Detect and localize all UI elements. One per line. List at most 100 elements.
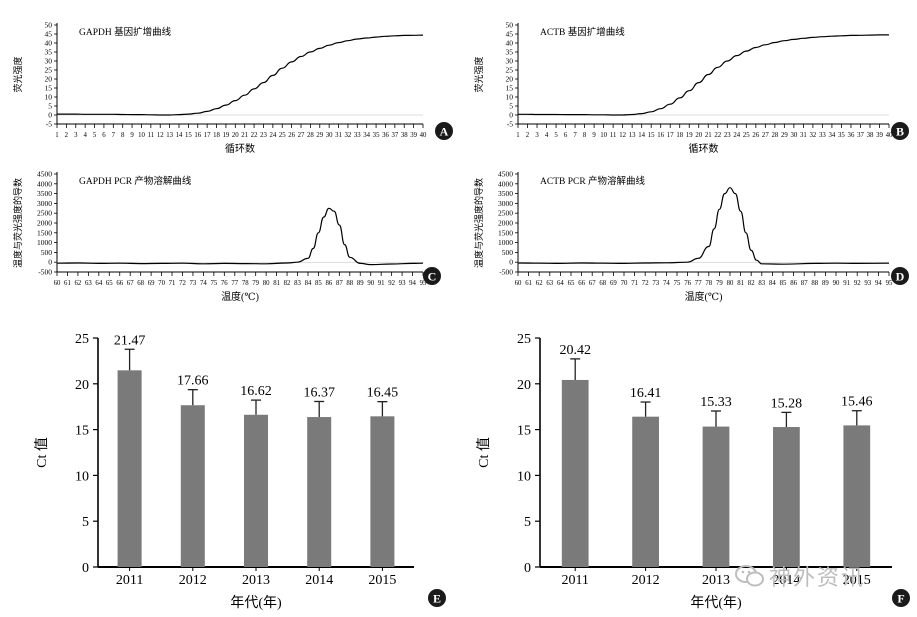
- x-tick-label: 14: [176, 132, 183, 139]
- y-tick-label: 10: [45, 93, 53, 102]
- series-line: [56, 207, 424, 266]
- x-tick-label: 76: [221, 280, 228, 287]
- series-line: [517, 187, 890, 265]
- x-tick-label: 66: [116, 280, 123, 287]
- x-tick-label: 75: [210, 280, 217, 287]
- y-tick-label: 0: [509, 111, 513, 120]
- x-tick-label: 70: [158, 280, 165, 287]
- x-tick-label: 94: [875, 280, 882, 287]
- x-tick-label: 8: [583, 132, 587, 139]
- panel-badge-F: F: [892, 589, 910, 607]
- x-tick-label: 60: [54, 280, 61, 287]
- y-tick-label: 20: [75, 378, 89, 393]
- x-tick-label: 13: [166, 132, 173, 139]
- y-tick-label: 3000: [498, 199, 513, 208]
- x-tick-label: 80: [263, 280, 270, 287]
- x-axis-label: 年代(年): [230, 595, 282, 611]
- x-tick-label: 36: [848, 132, 855, 139]
- chart-title: ACTB 基因扩增曲线: [540, 26, 625, 38]
- x-tick-label: 69: [610, 280, 617, 287]
- y-tick-label: 20: [517, 378, 531, 393]
- y-tick-label: 0: [509, 258, 513, 267]
- x-tick-label: 67: [127, 280, 134, 287]
- x-tick-label: 86: [790, 280, 797, 287]
- x-tick-label: 70: [621, 280, 628, 287]
- x-tick-label: 12: [619, 132, 626, 139]
- y-tick-label: 15: [517, 424, 531, 439]
- x-tick-label: 9: [130, 132, 134, 139]
- x-tick-label: 79: [252, 280, 259, 287]
- x-tick-label: 2015: [843, 573, 871, 588]
- x-tick-label: 75: [674, 280, 681, 287]
- bar: [117, 370, 142, 567]
- x-tick-label: 30: [326, 132, 333, 139]
- x-tick-label: 85: [315, 280, 322, 287]
- y-tick-label: 30: [45, 57, 53, 66]
- panel-badge-B: B: [891, 122, 909, 140]
- x-tick-label: 95: [420, 280, 427, 287]
- x-tick-label: 37: [857, 132, 864, 139]
- x-tick-label: 26: [752, 132, 759, 139]
- x-tick-label: 64: [557, 280, 564, 287]
- y-tick-label: 2500: [498, 209, 513, 218]
- x-tick-label: 72: [642, 280, 649, 287]
- y-tick-label: 5: [82, 515, 89, 530]
- bar: [307, 417, 332, 567]
- x-tick-label: 11: [610, 132, 617, 139]
- x-tick-label: 32: [809, 132, 816, 139]
- x-tick-label: 40: [420, 132, 427, 139]
- x-axis-label: 循环数: [689, 142, 719, 155]
- x-tick-label: 77: [695, 280, 702, 287]
- x-tick-label: 4: [83, 132, 87, 139]
- x-tick-label: 2: [65, 132, 69, 139]
- x-tick-label: 63: [85, 280, 92, 287]
- x-tick-label: 66: [578, 280, 585, 287]
- chart-E: 0 5 10 15 20 25 21.47 2011 17.66 2012 16.62 2013 16.…: [34, 332, 414, 611]
- y-tick-label: 25: [506, 66, 514, 75]
- x-tick-label: 9: [592, 132, 596, 139]
- x-tick-label: 35: [838, 132, 845, 139]
- chart-title: GAPDH 基因扩增曲线: [79, 26, 172, 38]
- x-tick-label: 2011: [561, 573, 588, 588]
- x-tick-label: 86: [325, 280, 332, 287]
- y-tick-label: 5: [509, 102, 513, 111]
- x-tick-label: 65: [568, 280, 575, 287]
- x-tick-label: 10: [138, 132, 145, 139]
- x-tick-label: 79: [716, 280, 723, 287]
- x-tick-label: 85: [780, 280, 787, 287]
- x-tick-label: 64: [95, 280, 102, 287]
- y-tick-label: 1000: [498, 238, 513, 247]
- x-tick-label: 22: [714, 132, 721, 139]
- x-tick-label: 78: [705, 280, 712, 287]
- x-tick-label: 17: [204, 132, 211, 139]
- y-tick-label: -5: [507, 120, 513, 129]
- y-tick-label: 50: [45, 21, 53, 30]
- x-tick-label: 24: [269, 132, 276, 139]
- x-tick-label: 38: [867, 132, 874, 139]
- y-tick-label: -500: [38, 268, 52, 277]
- x-tick-label: 73: [652, 280, 659, 287]
- y-tick-label: 5: [524, 515, 531, 530]
- x-tick-label: 2012: [179, 573, 207, 588]
- x-tick-label: 68: [599, 280, 606, 287]
- x-tick-label: 1: [55, 132, 58, 139]
- y-tick-label: 35: [506, 48, 514, 57]
- x-axis-label: 年代(年): [690, 595, 742, 611]
- x-tick-label: 8: [121, 132, 125, 139]
- x-tick-label: 6: [102, 132, 106, 139]
- x-tick-label: 13: [629, 132, 636, 139]
- y-axis-label: Ct 值: [476, 437, 492, 468]
- x-tick-label: 17: [667, 132, 674, 139]
- x-tick-label: 73: [190, 280, 197, 287]
- x-tick-label: 10: [600, 132, 607, 139]
- y-tick-label: 45: [45, 30, 53, 39]
- x-tick-label: 93: [399, 280, 406, 287]
- y-tick-label: 4000: [37, 179, 52, 188]
- badge-circle: [891, 122, 909, 140]
- x-tick-label: 16: [657, 132, 664, 139]
- wechat-icon: [735, 565, 764, 587]
- y-tick-label: 0: [48, 258, 52, 267]
- x-tick-label: 89: [822, 280, 829, 287]
- x-tick-label: 2013: [242, 573, 270, 588]
